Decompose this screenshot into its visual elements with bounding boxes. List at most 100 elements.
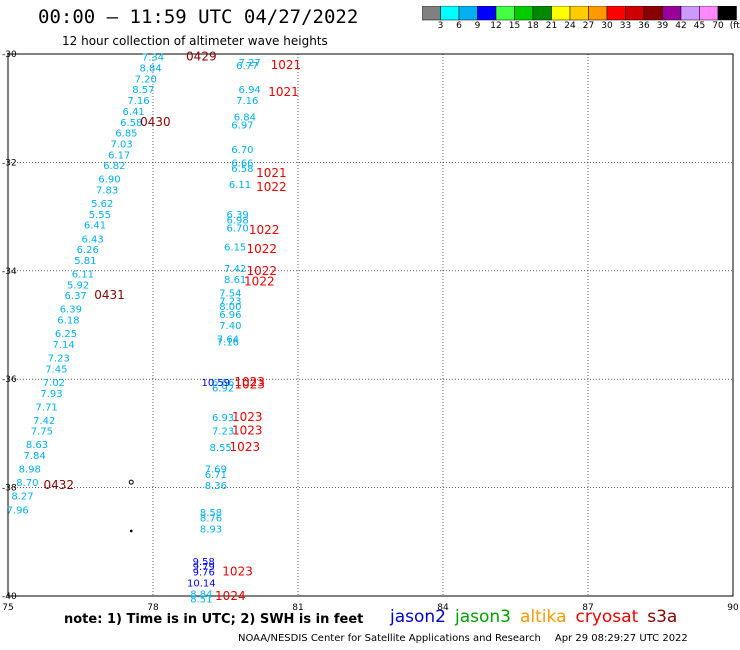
swh-label: 7.16: [127, 96, 149, 107]
marker-ring: [128, 479, 134, 485]
swh-label: 8.57: [132, 85, 154, 96]
swh-label: 7.23: [212, 427, 234, 438]
swh-label: 8.61: [224, 275, 246, 286]
swh-label: 7.02: [43, 378, 65, 389]
pass-time-label: 0430: [140, 115, 171, 129]
pass-time-label: 1023: [230, 440, 261, 454]
x-tick-label: 87: [582, 603, 593, 610]
colorbar-label: 27: [582, 21, 595, 31]
footnote: note: 1) Time is in UTC; 2) SWH is in fe…: [64, 612, 364, 627]
swh-label: 6.58: [120, 118, 142, 129]
x-tick-label: 78: [147, 603, 159, 610]
pass-time-label: 1024: [215, 589, 246, 603]
footer-agency: NOAA/NESDIS Center for Satellite Applica…: [238, 633, 541, 644]
swh-label: 5.62: [91, 199, 113, 210]
wave-height-map: 75 78 81 84 87 90-30-32-34-36-38-407.348.847.…: [2, 50, 739, 610]
colorbar-label: 30: [601, 21, 613, 31]
swh-label: 6.26: [77, 245, 99, 256]
pass-time-label: 1023: [234, 378, 265, 392]
swh-label: 6.85: [115, 129, 137, 140]
swh-label: 5.81: [74, 256, 96, 267]
colorbar-label: 18: [527, 21, 539, 31]
swh-label: 7.42: [33, 416, 55, 427]
swh-label: 6.41: [84, 221, 106, 232]
swh-label: 9.76: [193, 568, 215, 579]
swh-label: 8.93: [200, 524, 222, 535]
swh-label: 7.71: [36, 402, 58, 413]
swh-label: 6.41: [123, 107, 145, 118]
swh-label: 6.77: [236, 61, 258, 72]
swh-label: 8.36: [205, 481, 227, 492]
swh-label: 6.17: [108, 150, 130, 161]
swh-label: 6.96: [219, 310, 241, 321]
swh-label: 8.84: [139, 64, 161, 75]
pass-time-label: 1021: [271, 58, 302, 72]
swh-label: 7.54: [219, 288, 241, 299]
y-tick-label: -36: [2, 375, 17, 385]
satellite-legend: jason2 jason3 altika cryosat s3a: [390, 607, 686, 627]
swh-label: 7.83: [96, 186, 118, 197]
swh-label: 6.82: [103, 161, 125, 172]
swh-label: 7.64: [217, 335, 239, 346]
pass-time-label: 1023: [232, 410, 263, 424]
swh-label: 7.84: [23, 451, 45, 462]
swh-label: 7.69: [205, 465, 227, 476]
swh-label: 7.20: [135, 74, 157, 85]
legend-jason2: jason2: [390, 607, 446, 627]
pass-time-label: 1023: [234, 375, 265, 389]
swh-label: 8.70: [16, 478, 38, 489]
swh-label: 6.93: [212, 413, 234, 424]
swh-label: 7.42: [224, 264, 246, 275]
swh-label: 7.40: [219, 321, 241, 332]
x-tick-label: 84: [437, 603, 449, 610]
pass-time-label: 0432: [43, 478, 74, 492]
colorbar-label: 21: [545, 21, 558, 31]
colorbar-label: 33: [619, 21, 632, 31]
swh-label: 9.79: [193, 562, 215, 573]
colorbar-label: 39: [656, 21, 669, 31]
pass-time-label: 1022: [256, 180, 287, 194]
pass-time-label: 1023: [232, 424, 263, 438]
swh-label: 6.66: [212, 378, 234, 389]
pass-time-label: 0431: [94, 288, 125, 302]
swh-label: 6.94: [239, 85, 261, 96]
y-tick-label: -34: [2, 267, 17, 277]
swh-label: 6.37: [65, 291, 87, 302]
pass-time-label: 1022: [246, 264, 277, 278]
swh-label: 7.75: [31, 427, 53, 438]
swh-label: 6.25: [55, 329, 77, 340]
swh-label: 6.97: [231, 120, 253, 131]
colorbar-label: 9: [474, 21, 481, 31]
swh-label: 8.27: [11, 492, 33, 503]
swh-label: 6.70: [226, 223, 248, 234]
legend-altika: altika: [520, 607, 567, 627]
footer: NOAA/NESDIS Center for Satellite Applica…: [238, 633, 688, 644]
swh-label: 8.76: [200, 513, 222, 524]
swh-label: 6.84: [234, 112, 256, 123]
swh-label: 8.00: [219, 302, 241, 313]
swh-label: 7.45: [45, 364, 67, 375]
colorbar-label: 45: [693, 21, 706, 31]
marker-dot: [129, 529, 133, 533]
swh-label: 9.58: [193, 557, 215, 568]
swh-label: 5.92: [67, 280, 89, 291]
pass-time-label: 1023: [222, 565, 253, 579]
y-tick-label: -30: [2, 50, 17, 60]
footer-date: Apr 29 08:29:27 UTC 2022: [554, 633, 688, 644]
legend-cryosat: cryosat: [575, 607, 639, 627]
swh-label: 7.16: [217, 337, 239, 348]
colorbar-label: 42: [675, 21, 687, 31]
x-tick-label: 75: [2, 603, 13, 610]
map-frame: [7, 53, 734, 597]
pass-time-label: 0429: [186, 50, 217, 64]
legend-jason3: jason3: [455, 607, 511, 627]
swh-label: 7.34: [142, 53, 164, 64]
colorbar-label: 15: [508, 21, 521, 31]
swh-label: 6.39: [60, 305, 82, 316]
y-tick-label: -40: [2, 592, 17, 602]
swh-label: 6.39: [226, 210, 248, 221]
swh-label: 7.16: [236, 96, 258, 107]
pass-time-label: 1022: [246, 242, 277, 256]
x-tick-label: 90: [727, 603, 739, 610]
